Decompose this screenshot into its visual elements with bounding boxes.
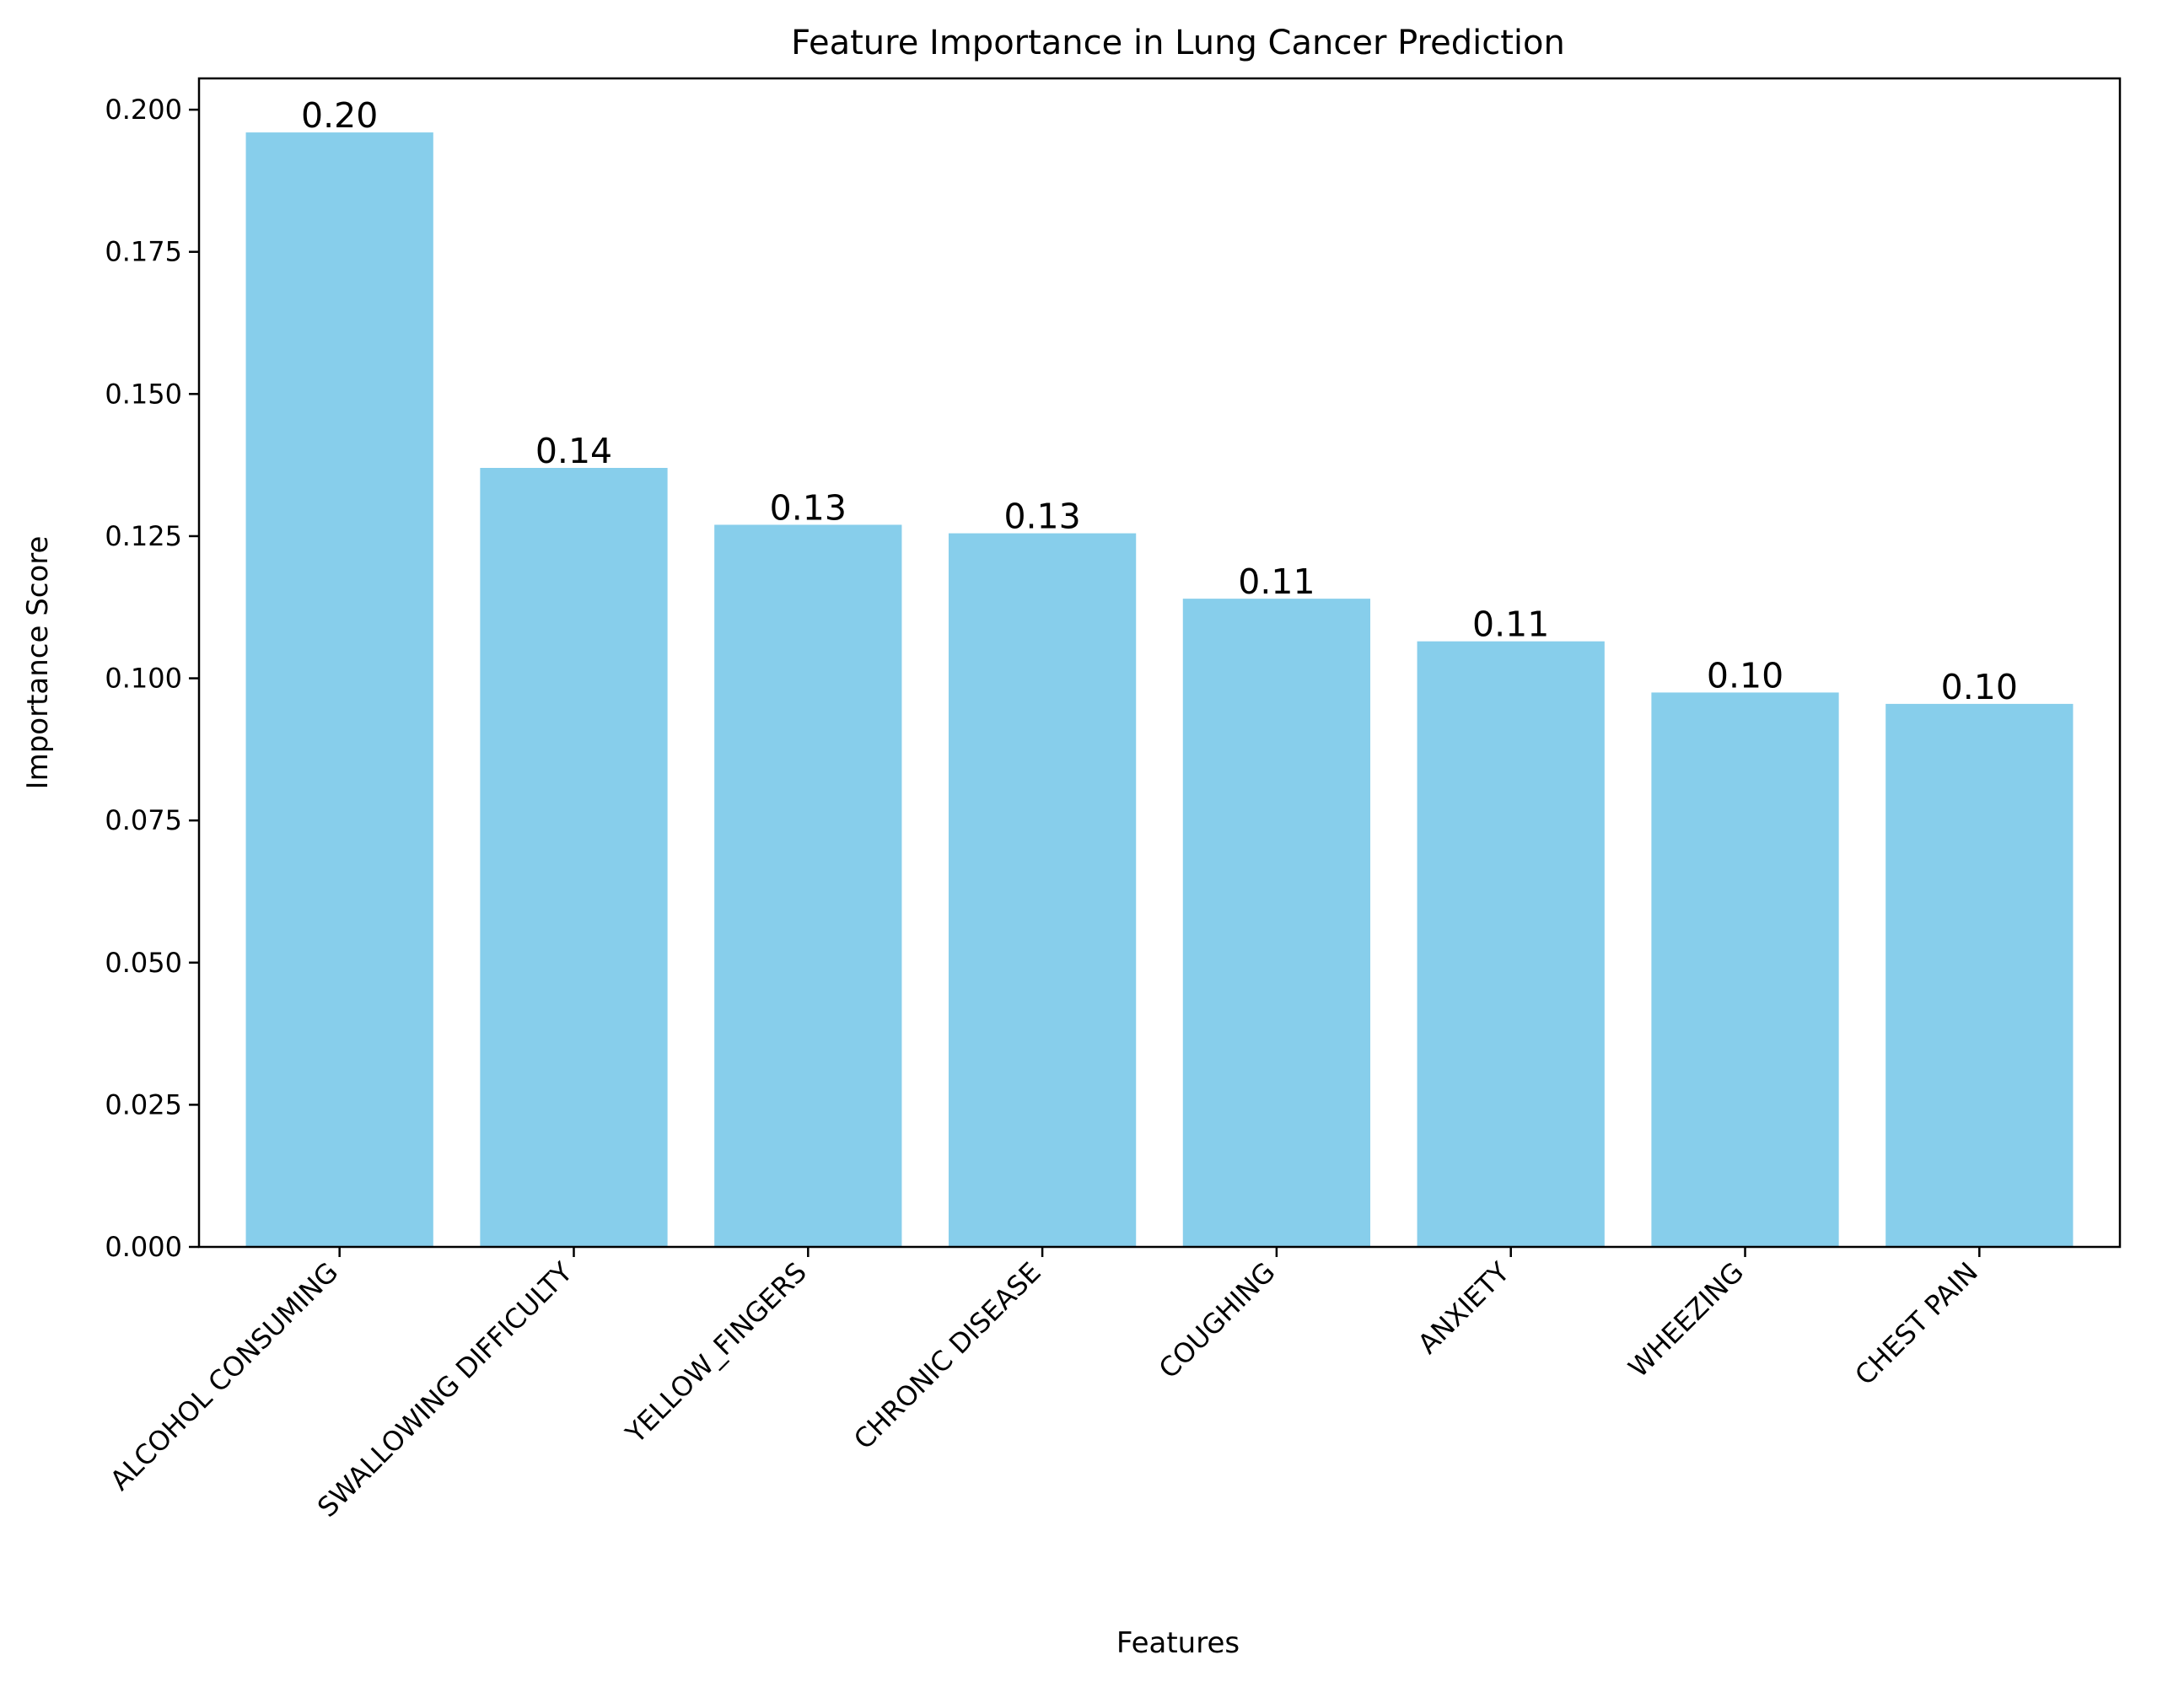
bar-swallowing-difficulty	[480, 468, 668, 1247]
data-label: 0.10	[1707, 655, 1783, 696]
bar-chest-pain	[1885, 703, 2074, 1247]
x-tick-label: COUGHING	[1153, 1256, 1282, 1385]
plot-frame	[197, 77, 2122, 1249]
x-tick-label: ALCOHOL CONSUMING	[104, 1256, 344, 1496]
bar-anxiety	[1417, 641, 1605, 1247]
data-label: 0.10	[1941, 667, 2018, 707]
y-tick-label: 0.150	[105, 378, 182, 410]
bar-wheezing	[1651, 692, 1839, 1247]
bar-yellow-fingers	[714, 524, 902, 1247]
y-tick-label: 0.200	[105, 94, 182, 126]
y-tick-label: 0.000	[105, 1231, 182, 1263]
data-label: 0.11	[1472, 604, 1549, 645]
data-label: 0.11	[1238, 561, 1315, 602]
x-tick-label: YELLOW_FINGERS	[619, 1256, 813, 1450]
y-tick-label: 0.025	[105, 1088, 182, 1120]
y-axis: 0.000 0.025 0.050 0.075 0.100 0.125 0.150 0.175…	[105, 94, 199, 1263]
data-label: 0.13	[1003, 497, 1080, 537]
y-tick-label: 0.050	[105, 947, 182, 979]
y-tick-label: 0.175	[105, 236, 182, 268]
data-label: 0.20	[301, 95, 378, 136]
chart-title: Feature Importance in Lung Cancer Predic…	[791, 24, 1565, 62]
x-tick-label: CHRONIC DISEASE	[847, 1256, 1047, 1456]
bars-group	[245, 132, 2074, 1247]
x-tick-label: SWALLOWING DIFFICULTY	[311, 1255, 578, 1523]
y-tick-label: 0.125	[105, 520, 182, 552]
data-label: 0.13	[770, 487, 847, 528]
x-tick-label: ANXIETY	[1412, 1255, 1516, 1360]
y-tick-label: 0.075	[105, 804, 182, 836]
y-axis-label: Importance Score	[21, 536, 55, 790]
bar-coughing	[1182, 599, 1371, 1247]
x-tick-label: CHEST PAIN	[1848, 1256, 1984, 1392]
x-tick-label: WHEEZING	[1622, 1256, 1750, 1383]
data-label: 0.14	[535, 431, 612, 471]
data-labels-group: 0.20 0.14 0.13 0.13 0.11 0.11 0.10 0.10	[301, 95, 2018, 707]
y-tick-label: 0.100	[105, 663, 182, 695]
bar-alcohol-consuming	[245, 132, 433, 1247]
x-axis-label: Features	[1116, 1626, 1240, 1660]
bar-chronic-disease	[948, 533, 1137, 1247]
